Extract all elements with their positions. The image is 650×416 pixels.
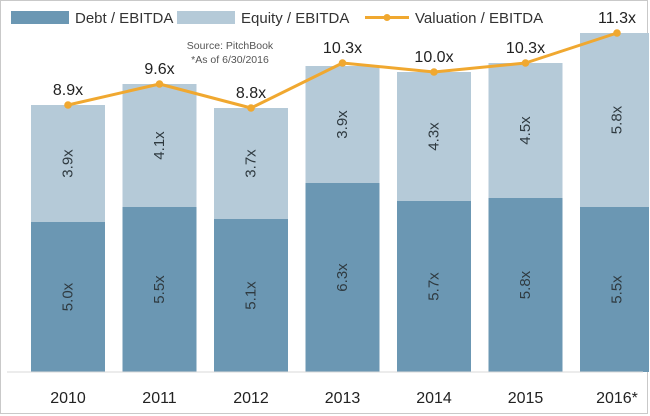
- legend: Debt / EBITDA Equity / EBITDA Valuation / …: [11, 10, 543, 27]
- valuation-data-label: 8.8x: [236, 85, 266, 102]
- debt-data-label: 5.7x: [426, 272, 443, 301]
- legend-swatch: [11, 11, 69, 24]
- valuation-point: [613, 29, 621, 37]
- bar-equity: [305, 66, 380, 183]
- bar-equity: [488, 63, 563, 198]
- valuation-data-label: 10.0x: [414, 49, 453, 66]
- valuation-point: [430, 68, 438, 76]
- bar-debt: [488, 198, 563, 372]
- debt-data-label: 6.3x: [334, 263, 351, 292]
- x-axis: 2010 2011 2012 2013 2014 2015 2016*: [7, 371, 643, 407]
- valuation-point: [155, 80, 164, 88]
- bar-equity: [580, 33, 649, 207]
- valuation-point: [247, 104, 255, 112]
- equity-data-label: 3.7x: [243, 149, 260, 178]
- bar-equity: [214, 108, 288, 219]
- line-layer: 8.9x 9.6x 8.8x 10.3x 10.0x 10.3x 11.3x: [53, 10, 636, 112]
- x-tick-label: 2011: [142, 390, 177, 407]
- bar-debt: [305, 183, 380, 372]
- legend-label: Debt / EBITDA: [75, 10, 173, 27]
- equity-data-label: 3.9x: [60, 149, 77, 178]
- x-tick-label: 2010: [50, 390, 86, 407]
- valuation-point: [521, 59, 530, 67]
- debt-data-label: 5.0x: [60, 282, 77, 311]
- valuation-data-label: 9.6x: [144, 61, 174, 78]
- equity-data-label: 4.5x: [517, 116, 534, 145]
- valuation-point: [64, 101, 72, 109]
- x-tick-label: 2014: [416, 390, 452, 407]
- valuation-data-label: 8.9x: [53, 82, 83, 99]
- valuation-point: [338, 59, 347, 67]
- equity-data-label: 4.1x: [151, 131, 168, 160]
- legend-label: Equity / EBITDA: [241, 10, 349, 27]
- source-line: *As of 6/30/2016: [191, 54, 269, 66]
- bar-debt: [580, 207, 649, 372]
- equity-data-label: 5.8x: [609, 105, 626, 134]
- source-note: Source: PitchBook *As of 6/30/2016: [187, 40, 274, 66]
- valuation-data-label: 11.3x: [598, 10, 636, 27]
- source-line: Source: PitchBook: [187, 40, 274, 52]
- debt-data-label: 5.1x: [243, 281, 260, 310]
- bar-equity: [122, 84, 197, 207]
- valuation-data-label: 10.3x: [323, 40, 362, 57]
- x-tick-label: 2013: [325, 390, 361, 407]
- debt-data-label: 5.5x: [151, 275, 168, 304]
- bar-debt: [31, 222, 105, 372]
- bar-debt: [214, 219, 288, 372]
- legend-marker: [383, 14, 391, 21]
- x-tick-label: 2016*: [596, 390, 638, 407]
- debt-data-label: 5.5x: [609, 275, 626, 304]
- bar-debt: [397, 201, 471, 372]
- bar-equity: [397, 72, 471, 201]
- bar-debt: [122, 207, 197, 372]
- legend-swatch: [177, 11, 235, 24]
- x-tick-label: 2012: [233, 390, 269, 407]
- debt-data-label: 5.8x: [517, 270, 534, 299]
- bar-equity: [31, 105, 105, 222]
- legend-label: Valuation / EBITDA: [415, 10, 543, 27]
- equity-data-label: 4.3x: [426, 122, 443, 151]
- x-tick-label: 2015: [508, 390, 544, 407]
- bars-layer: 5.0x 3.9x 5.5x 4.1x 5.1x 3.7x 6.3x 3.9x 5.7x 4.3x…: [31, 33, 649, 372]
- equity-data-label: 3.9x: [334, 110, 351, 139]
- valuation-data-label: 10.3x: [506, 40, 545, 57]
